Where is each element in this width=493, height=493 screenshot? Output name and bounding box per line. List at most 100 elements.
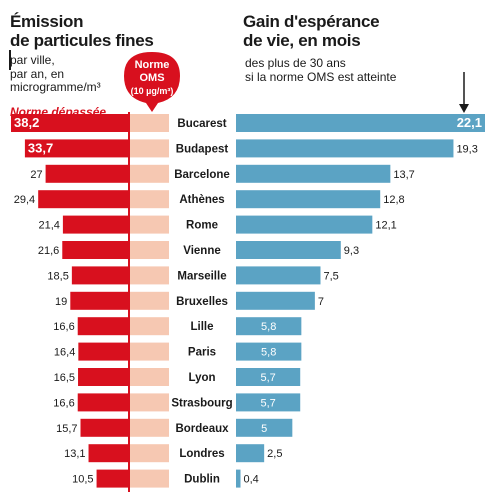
- emission-value-label: 18,5: [47, 270, 68, 282]
- city-label: Paris: [188, 347, 216, 359]
- emission-value-label: 38,2: [14, 115, 39, 130]
- gain-subtitle-line1: des plus de 30 ans: [245, 56, 346, 70]
- gain-bar: [236, 368, 301, 386]
- gain-value-label: 7,5: [324, 270, 339, 282]
- gain-bar: [236, 114, 485, 132]
- city-label: Marseille: [177, 270, 226, 282]
- oms-bubble-line3: (10 µg/m³): [131, 86, 174, 96]
- gain-bar: [236, 317, 302, 336]
- gain-bar: [236, 266, 321, 285]
- city-label: Lyon: [188, 372, 215, 384]
- emission-value-label: 16,6: [53, 321, 74, 333]
- city-label: Lille: [190, 321, 213, 333]
- norme-band: [130, 444, 169, 463]
- gain-value-label: 5,8: [261, 321, 276, 333]
- city-label: Dublin: [184, 474, 220, 486]
- emission-bar: [38, 190, 130, 209]
- norme-band: [130, 114, 169, 132]
- gain-subtitle: des plus de 30 ans si la norme OMS est a…: [245, 56, 445, 84]
- gain-value-label: 22,1: [457, 115, 482, 130]
- emission-value-label: 10,5: [72, 474, 93, 486]
- norme-band: [130, 291, 169, 310]
- gain-bar: [236, 164, 391, 183]
- gain-value-label: 5: [261, 423, 267, 435]
- gain-arrow-head: [459, 104, 469, 113]
- norme-band: [130, 164, 169, 183]
- emission-bar: [77, 317, 129, 336]
- city-label: Budapest: [176, 143, 229, 155]
- emission-subtitle-line3: microgramme/m³: [10, 80, 101, 94]
- emission-bar: [11, 114, 129, 132]
- emission-bar: [77, 393, 129, 412]
- emission-bar: [24, 139, 129, 158]
- gain-bar: [236, 139, 454, 158]
- gain-value-label: 7: [318, 296, 324, 308]
- gain-bar: [236, 418, 293, 437]
- emission-bar: [88, 444, 129, 463]
- city-label: Bordeaux: [175, 423, 229, 435]
- gain-value-label: 9,3: [344, 245, 359, 257]
- gain-value-label: 5,7: [260, 372, 275, 384]
- norme-band: [130, 342, 169, 361]
- city-label: Londres: [179, 448, 224, 460]
- emission-subtitle-line1: par ville,: [10, 53, 55, 67]
- city-label: Bruxelles: [176, 296, 228, 308]
- gain-bar: [236, 241, 341, 259]
- gain-bar: [236, 444, 265, 463]
- gain-bar: [236, 342, 302, 361]
- norme-band: [130, 190, 169, 209]
- city-label: Barcelone: [174, 169, 230, 181]
- city-label: Strasbourg: [171, 397, 232, 409]
- oms-bubble: Norme OMS (10 µg/m³): [124, 52, 180, 112]
- emission-bar: [96, 469, 129, 488]
- emission-value-label: 33,7: [28, 140, 53, 155]
- emission-bar: [70, 291, 129, 310]
- emission-title-line2: de particules fines: [10, 31, 154, 50]
- norme-band: [130, 393, 169, 412]
- gain-value-label: 19,3: [456, 143, 477, 155]
- norme-band: [130, 139, 169, 158]
- emission-value-label: 16,5: [54, 372, 75, 384]
- city-label: Bucarest: [177, 118, 226, 130]
- norme-band: [130, 418, 169, 437]
- emission-bar: [45, 164, 129, 183]
- gain-title-line2: de vie, en mois: [243, 31, 361, 50]
- norme-band: [130, 317, 169, 336]
- emission-value-label: 27: [30, 169, 42, 181]
- emission-bar: [80, 418, 129, 437]
- gain-subtitle-line2: si la norme OMS est atteinte: [245, 69, 397, 84]
- emission-bar: [78, 368, 129, 386]
- emission-value-label: 16,6: [53, 397, 74, 409]
- gain-arrow: [459, 72, 469, 113]
- emission-bar: [71, 266, 129, 285]
- emission-bar: [62, 215, 129, 234]
- emission-value-label: 21,4: [38, 220, 59, 232]
- emission-value-label: 15,7: [56, 423, 77, 435]
- gain-bar: [236, 393, 301, 412]
- gain-bar: [236, 469, 241, 488]
- emission-title-line1: Émission: [10, 12, 84, 31]
- gain-value-label: 12,1: [375, 220, 396, 232]
- norme-band: [130, 368, 169, 386]
- gain-bar: [236, 291, 315, 310]
- emission-value-label: 13,1: [64, 448, 85, 460]
- emission-value-label: 16,4: [54, 347, 75, 359]
- city-label: Rome: [186, 220, 218, 232]
- gain-title-line1: Gain d'espérance: [243, 12, 380, 31]
- gain-value-label: 0,4: [244, 474, 259, 486]
- oms-bubble-shape: [124, 52, 180, 112]
- gain-bar: [236, 190, 381, 209]
- gain-bar: [236, 215, 373, 234]
- gain-value-label: 2,5: [267, 448, 282, 460]
- oms-bubble-line1: Norme: [135, 59, 170, 71]
- norme-band: [130, 266, 169, 285]
- emission-subtitle-line2: par an, en: [10, 66, 65, 81]
- gain-value-label: 13,7: [393, 169, 414, 181]
- emission-value-label: 19: [55, 296, 67, 308]
- emission-bar: [78, 342, 129, 361]
- gain-value-label: 12,8: [383, 194, 404, 206]
- oms-bubble-line2: OMS: [139, 72, 164, 84]
- norme-band: [130, 215, 169, 234]
- norme-band: [130, 241, 169, 259]
